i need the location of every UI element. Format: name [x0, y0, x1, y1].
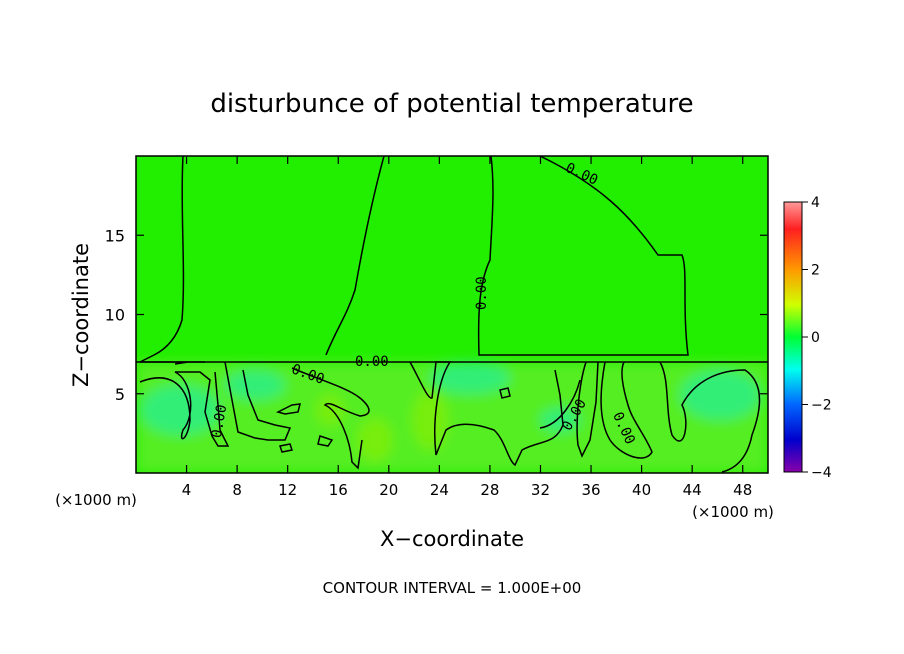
x-tick-label: 8: [232, 481, 242, 499]
y-tick-label: 15: [105, 226, 125, 245]
contour-line: [499, 387, 511, 399]
field-warm-blob: [316, 394, 344, 426]
contour-line: [576, 361, 599, 458]
colorbar-tick-label: 4: [811, 195, 820, 211]
x-tick-label: 40: [632, 481, 651, 499]
colorbar-tick-label: −2: [811, 398, 832, 414]
colorbar-axis: 4 2 0 −2 −4: [802, 195, 832, 481]
heatmap-field: [136, 156, 768, 473]
x-tick-label: 28: [480, 481, 499, 499]
contour-line: [275, 403, 301, 415]
contour-line: [317, 435, 334, 447]
y-axis: 5 10 15: [105, 226, 768, 404]
x-tick-label: 16: [329, 481, 348, 499]
contour-label: 0.00: [355, 354, 389, 370]
field-cool-blob: [430, 362, 510, 394]
contour-line: [224, 361, 292, 441]
x-tick-label: 4: [182, 481, 192, 499]
y-tick-label: 5: [115, 385, 125, 404]
y-tick-label: 10: [105, 306, 125, 325]
contour-line: [291, 367, 370, 470]
contour-lines: [136, 156, 768, 473]
field-cool-blob: [540, 408, 580, 432]
chart-title: disturbunce of potential temperature: [210, 89, 693, 119]
contour-line: [477, 156, 689, 356]
x-tick-label: 36: [581, 481, 600, 499]
x-tick-label: 44: [683, 481, 702, 499]
x-tick-label: 24: [430, 481, 449, 499]
contour-label: 0.00: [474, 276, 490, 310]
colorbar: [783, 201, 803, 473]
x-unit-label-left: (×1000 m): [55, 491, 137, 509]
contour-line: [139, 156, 205, 365]
contour-line: [139, 371, 230, 447]
x-tick-label: 32: [531, 481, 550, 499]
contour-interval-note: CONTOUR INTERVAL = 1.000E+00: [323, 579, 582, 597]
x-tick-label: 20: [379, 481, 398, 499]
contour-line: [600, 361, 653, 459]
x-axis: 4 8 12 16 20 24 28 32 36 40 44 48: [182, 156, 752, 499]
colorbar-tick-label: −4: [811, 465, 832, 481]
field-cool-blob: [140, 385, 220, 435]
field-cool-blob: [680, 370, 760, 420]
field-cool-blob: [225, 370, 285, 400]
x-unit-label-right: (×1000 m): [692, 503, 774, 521]
colorbar-tick-label: 0: [811, 330, 820, 346]
colorbar-tick-label: 2: [811, 263, 820, 279]
contour-line: [539, 379, 581, 429]
x-axis-label: X−coordinate: [380, 527, 524, 551]
field-warm-blob: [412, 390, 448, 450]
x-tick-label: 12: [278, 481, 297, 499]
contour-line: [279, 443, 293, 453]
contour-label: 0.00: [209, 403, 231, 439]
x-tick-label: 48: [733, 481, 752, 499]
field-warm-blob: [357, 418, 393, 462]
contour-line: [325, 156, 385, 356]
y-axis-label: Z−coordinate: [69, 243, 93, 387]
contour-line: [409, 361, 564, 467]
contour-line: [659, 361, 761, 473]
